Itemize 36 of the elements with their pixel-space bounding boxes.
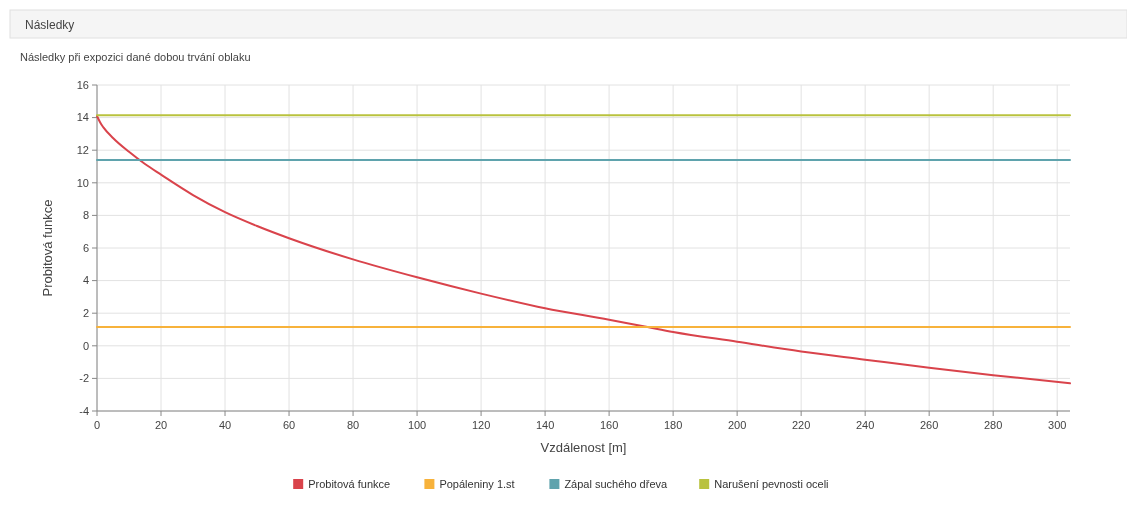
x-tick-label: 300 (1048, 419, 1067, 431)
legend-label: Zápal suchého dřeva (564, 478, 669, 490)
line-series (96, 114, 1071, 385)
chart-title: Následky (25, 18, 75, 32)
x-tick-label: 0 (93, 419, 101, 431)
chart-subtitle: Následky při expozici dané dobou trvání oblaku (20, 51, 251, 63)
y-tick-label: 2 (82, 307, 89, 320)
x-tick-label: 160 (599, 419, 619, 431)
legend-label: Popáleniny 1.st (439, 478, 515, 490)
x-tick-label: 280 (984, 419, 1003, 431)
x-tick-label: 260 (919, 419, 939, 431)
x-tick-label: 40 (218, 419, 232, 431)
y-axis-title: Probitová funkce (40, 199, 55, 297)
y-tick-label: 0 (82, 339, 89, 352)
y-tick-label: -2 (79, 372, 89, 385)
x-tick-label: 100 (407, 419, 427, 431)
y-tick-label: 14 (76, 111, 89, 124)
x-tick-label: 80 (346, 419, 360, 431)
x-tick-label: 20 (154, 419, 168, 431)
x-axis-title: Vzdálenost [m] (540, 440, 627, 455)
y-tick-label: 4 (82, 274, 89, 287)
y-tick-label: 12 (76, 144, 89, 157)
x-tick-label: 240 (855, 419, 875, 431)
y-tick-label: 8 (82, 209, 89, 222)
y-tick-label: 16 (76, 78, 89, 91)
x-tick-label: 200 (727, 419, 747, 431)
x-tick-label: 180 (663, 419, 683, 431)
y-tick-label: -4 (79, 404, 89, 417)
x-tick-label: 120 (471, 419, 491, 431)
y-tick-label: 10 (76, 176, 89, 189)
legend-label: Probitová funkce (308, 478, 391, 490)
x-tick-label: 140 (535, 419, 555, 431)
x-tick-label: 220 (791, 419, 811, 431)
legend-label: Narušení pevnosti oceli (714, 478, 829, 490)
x-tick-label: 60 (282, 419, 296, 431)
y-tick-label: 6 (82, 241, 89, 254)
